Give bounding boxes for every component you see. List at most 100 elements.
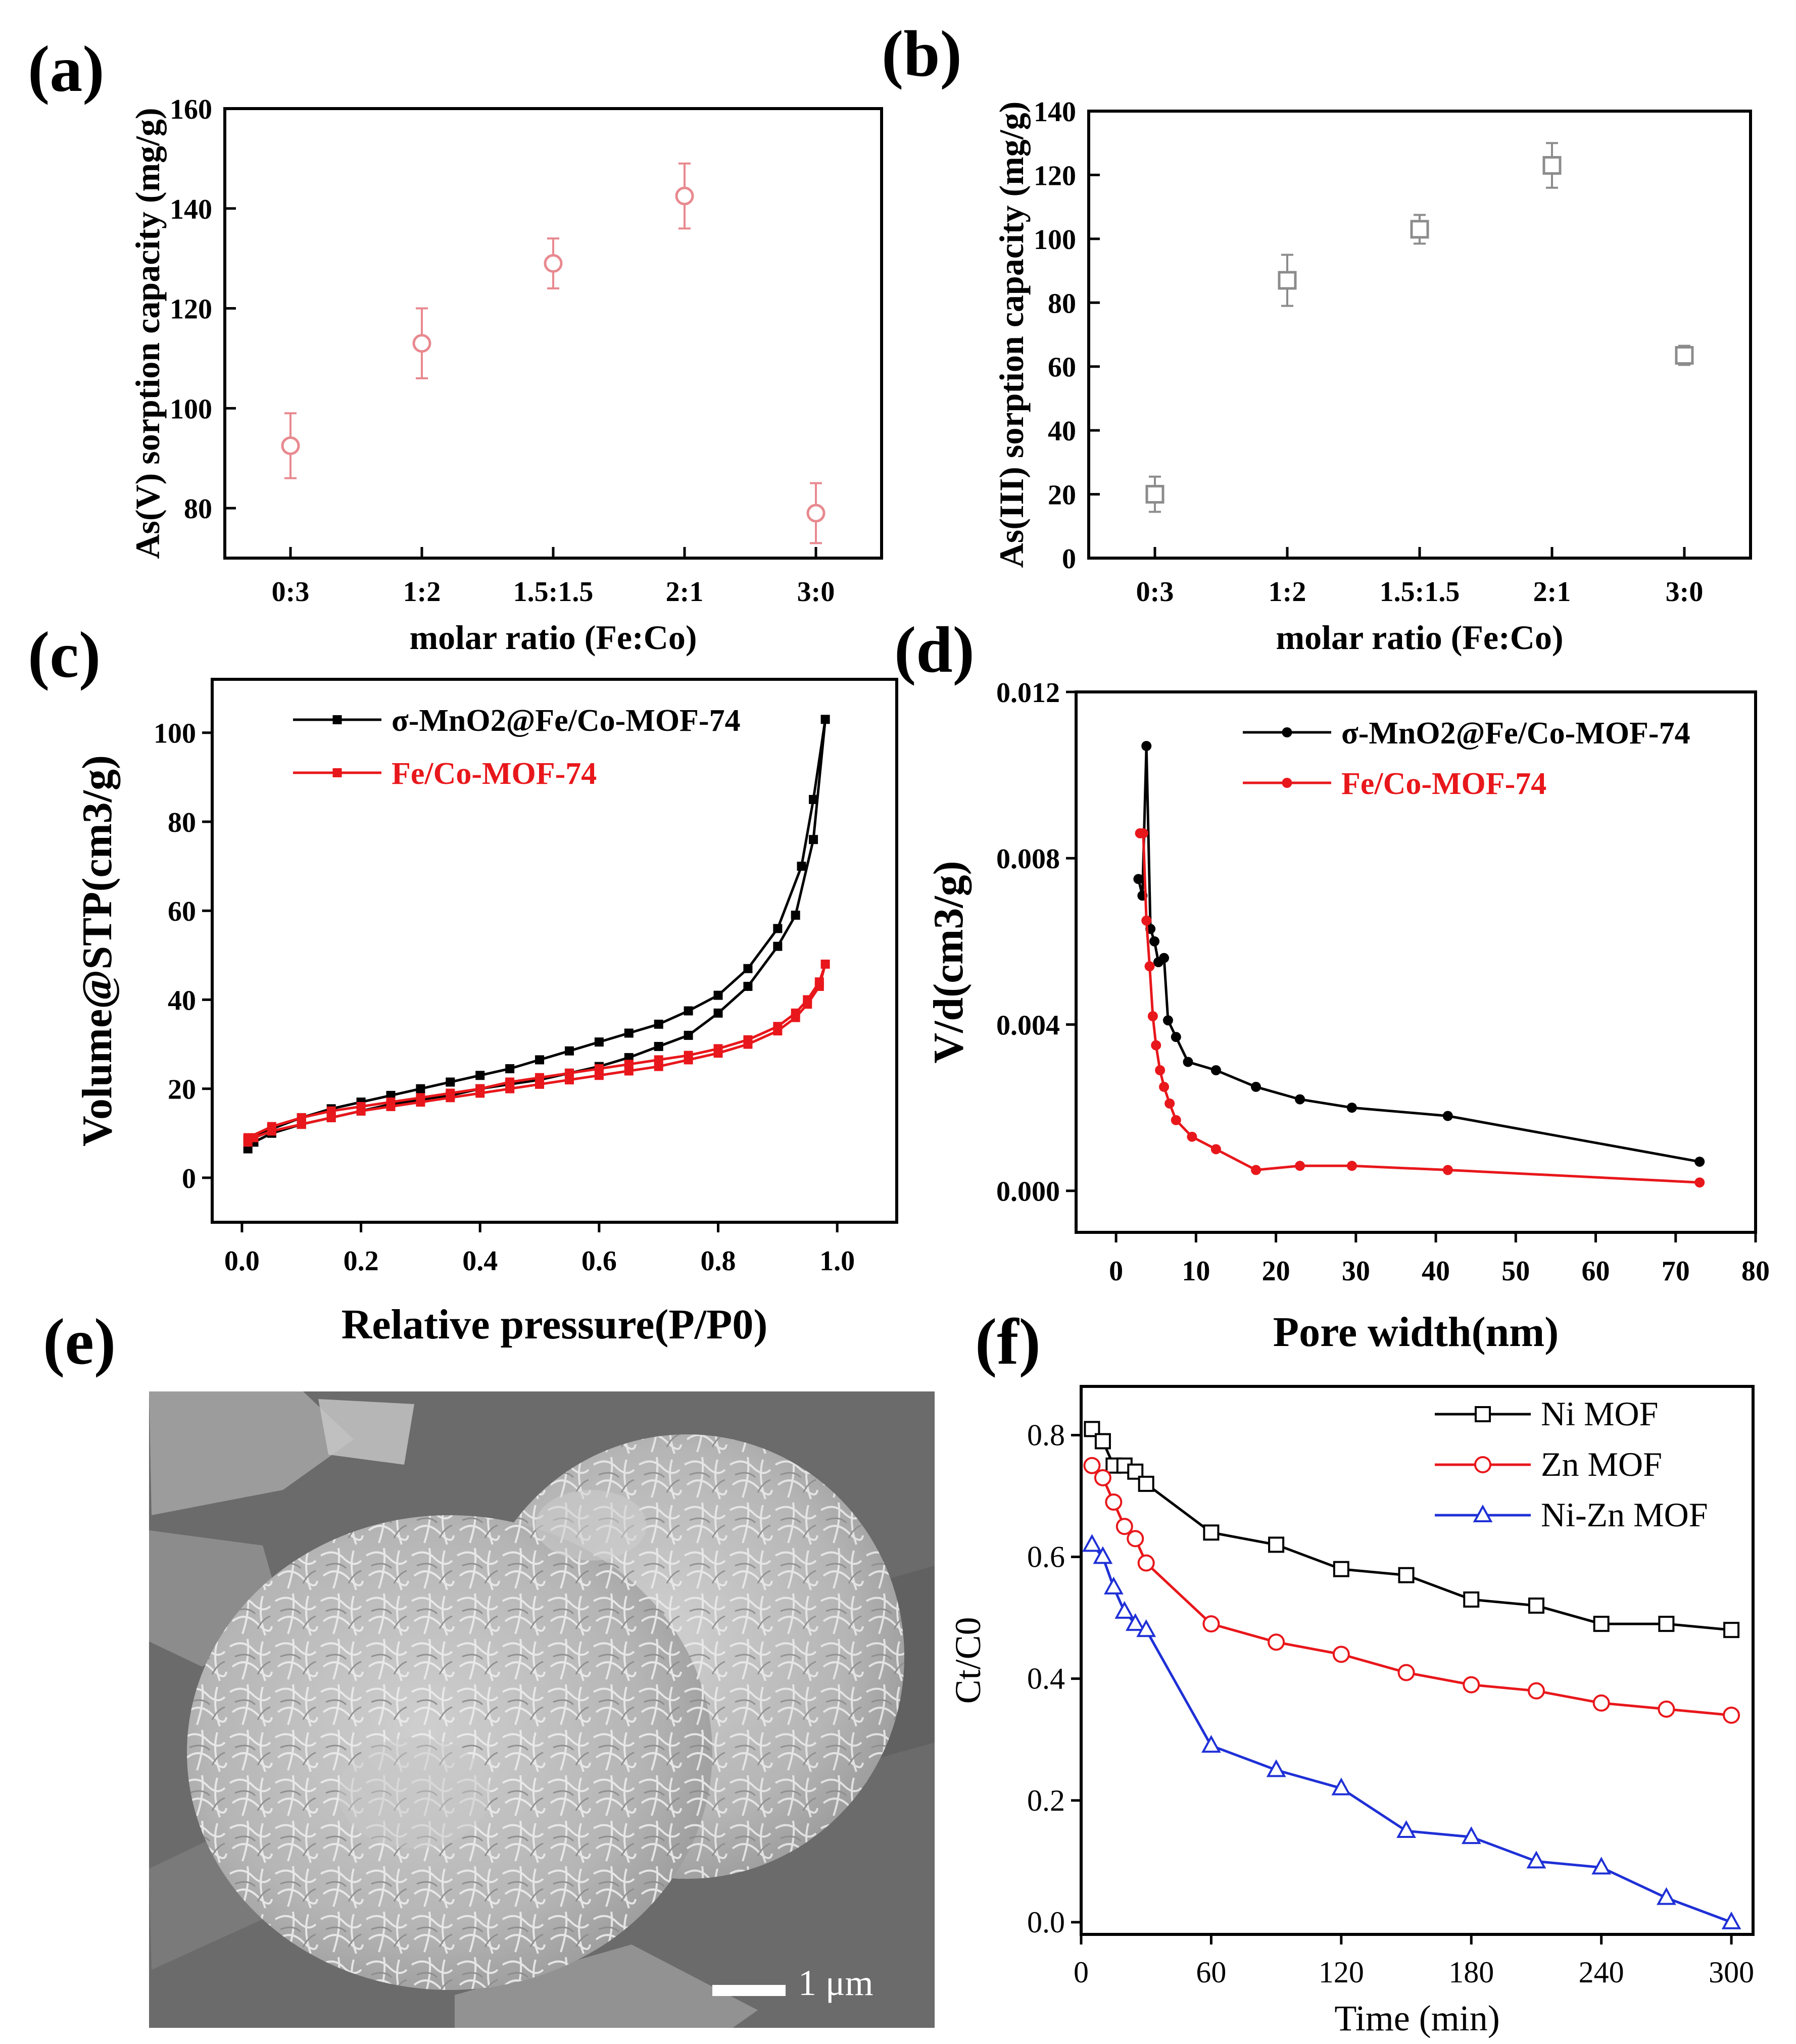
legend-marker [1282,727,1292,737]
data-point [1675,346,1694,365]
data-point [713,1008,723,1018]
chart-b-as3-sorption: 0 20 40 60 80 100 120 140 0:3 1:2 1.5:1.5 2:1 3:0 mol… [992,96,1752,657]
data-point [1145,485,1164,504]
panel-label-c: (c) [28,619,101,691]
data-point [281,436,300,455]
data-point [243,1133,253,1142]
legend-marker [1282,778,1292,788]
plot-frame-b [1087,110,1752,560]
y-tick-label: 100 [154,718,196,750]
data-point [1591,1857,1612,1875]
data-point [564,1068,574,1078]
data-point [1136,1619,1156,1637]
x-tick-label: 60 [1582,1256,1610,1287]
y-tick-label: 20 [168,1074,196,1106]
x-tick-label: 0.0 [224,1245,260,1277]
data-point [1082,1534,1102,1552]
data-point [1144,961,1155,972]
data-point [1694,1177,1705,1188]
data-point [1201,1735,1221,1753]
legend-marker [332,715,342,724]
x-tick-label: 0.8 [701,1245,736,1277]
data-point [505,1064,515,1074]
data-point [1397,1664,1415,1681]
data-point [297,1113,306,1122]
data-point [684,1051,693,1060]
legend-label: σ-MnO2@Fe/Co-MOF-74 [392,704,741,738]
data-point [416,1093,425,1103]
data-point [1083,1457,1101,1474]
data-point [475,1071,485,1080]
scale-bar-label: 1 μm [798,1963,873,2003]
y-tick-label: 20 [1048,480,1076,511]
legend-label: Fe/Co-MOF-74 [1341,767,1546,801]
panel-label-a: (a) [28,33,105,106]
data-point [1268,1633,1285,1651]
data-point [1155,1065,1166,1075]
data-point [1526,1851,1546,1869]
legend-label: Fe/Co-MOF-74 [392,757,597,791]
data-point [809,835,818,844]
y-tick-label: 0.8 [1027,1418,1065,1452]
panel-label-d: (d) [894,614,975,686]
data-point [535,1073,545,1082]
y-tick-label: 40 [168,985,196,1016]
data-point [1694,1157,1705,1167]
y-axis-label: Ct/C0 [948,1617,988,1704]
data-point [386,1098,396,1107]
data-point [416,1084,425,1093]
data-point [1138,1475,1154,1492]
data-point [1542,156,1562,175]
data-point [564,1046,574,1056]
data-point [1721,1911,1741,1929]
series-1 [243,959,830,1147]
data-point [1159,953,1170,963]
chart-a-as5-sorption: 80 100 120 140 160 0:3 1:2 1.5:1.5 2:1 3:0 molar r… [128,94,883,657]
series-line [1140,832,1700,1184]
data-point [535,1055,545,1065]
data-point [1396,1820,1416,1838]
data-point [1723,1622,1740,1638]
data-point [1151,1040,1161,1051]
data-point [797,862,806,871]
data-point [1187,1131,1197,1142]
y-tick-label: 140 [170,194,212,225]
data-point [684,1006,693,1016]
data-point [446,1077,455,1087]
x-tick-label: 300 [1709,1956,1754,1989]
data-point [1251,1165,1261,1175]
data-point [1346,1161,1357,1171]
data-point [743,964,753,973]
data-point [1658,1616,1675,1632]
data-point [820,959,830,969]
x-tick-label: 1.5:1.5 [1380,576,1460,608]
data-point [773,941,783,951]
x-tick-label: 1:2 [403,576,441,608]
x-tick-label: 180 [1448,1956,1494,1989]
panel-label-e: (e) [43,1306,116,1378]
x-tick-label: 1.0 [819,1245,855,1277]
data-point [1141,915,1152,926]
x-tick-label: 1.5:1.5 [513,576,594,608]
data-point [1461,1826,1481,1844]
x-tick-label: 0 [1109,1256,1123,1287]
x-tick-label: 30 [1342,1256,1370,1287]
y-tick-label: 0.0 [1027,1906,1065,1939]
data-point [624,1060,634,1069]
x-tick-label: 0 [1074,1956,1089,1989]
data-point [326,1106,336,1116]
x-tick-label: 80 [1741,1256,1770,1287]
data-point [1127,1530,1144,1548]
data-point [773,1022,783,1031]
x-tick-label: 10 [1182,1256,1210,1287]
x-tick-label: 2:1 [666,576,704,608]
data-point [1333,1561,1349,1577]
data-point [713,1044,723,1054]
panel-label-f: (f) [975,1306,1041,1378]
data-point [1278,271,1297,290]
series-line [1137,745,1700,1163]
y-tick-label: 0.012 [996,677,1060,709]
plot-frame-a [223,107,883,560]
data-point [820,715,830,724]
x-tick-label: 60 [1196,1956,1226,1989]
